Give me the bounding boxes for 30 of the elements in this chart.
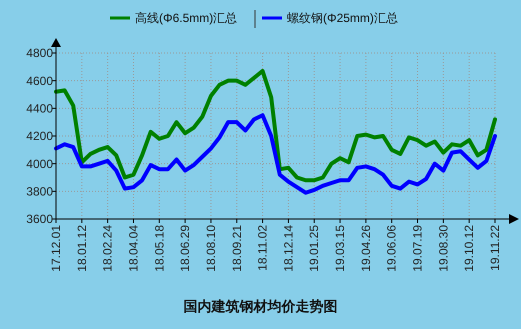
x-tick-label: 19.06.06 <box>384 224 399 272</box>
x-tick-label: 18.04.04 <box>126 224 140 272</box>
line-series <box>54 113 497 195</box>
x-tick-label: 19.08.30 <box>436 224 450 272</box>
x-tick-label: 19.01.25 <box>307 224 322 272</box>
x-tick-label: 18.12.14 <box>281 224 296 272</box>
x-tick-label: 19.03.15 <box>333 224 348 272</box>
y-tick-label: 3600 <box>26 212 54 226</box>
line-series <box>54 68 497 182</box>
x-tick-label: 18.08.10 <box>204 224 218 272</box>
y-tick-label: 4400 <box>26 102 54 116</box>
x-tick-label: 18.09.21 <box>230 224 244 272</box>
x-tick-label: 19.11.22 <box>488 224 502 271</box>
x-tick-label: 18.01.12 <box>74 224 89 272</box>
text: 国内建筑钢材均价走势图 <box>184 298 338 314</box>
y-tick-label: 4200 <box>26 129 54 144</box>
y-tick-label: 4000 <box>26 156 54 171</box>
x-tick-label: 17.12.01 <box>49 224 63 272</box>
x-tick-label: 19.10.12 <box>462 224 476 272</box>
y-tick-label: 3800 <box>26 184 54 199</box>
x-tick-label: 18.06.29 <box>178 224 192 272</box>
y-tick-label: 4800 <box>26 46 54 60</box>
legend-label: 高线(Φ6.5mm)汇总 <box>135 11 238 26</box>
x-tick-label: 18.11.02 <box>256 224 270 271</box>
x-tick-label: 19.04.26 <box>358 224 373 272</box>
x-tick-label: 18.05.18 <box>152 224 166 272</box>
x-tick-label: 19.07.19 <box>410 224 425 272</box>
x-tick-label: 18.02.24 <box>100 224 115 272</box>
y-tick-label: 4600 <box>26 74 54 88</box>
legend-label: 螺纹钢(Φ25mm)汇总 <box>287 11 398 26</box>
